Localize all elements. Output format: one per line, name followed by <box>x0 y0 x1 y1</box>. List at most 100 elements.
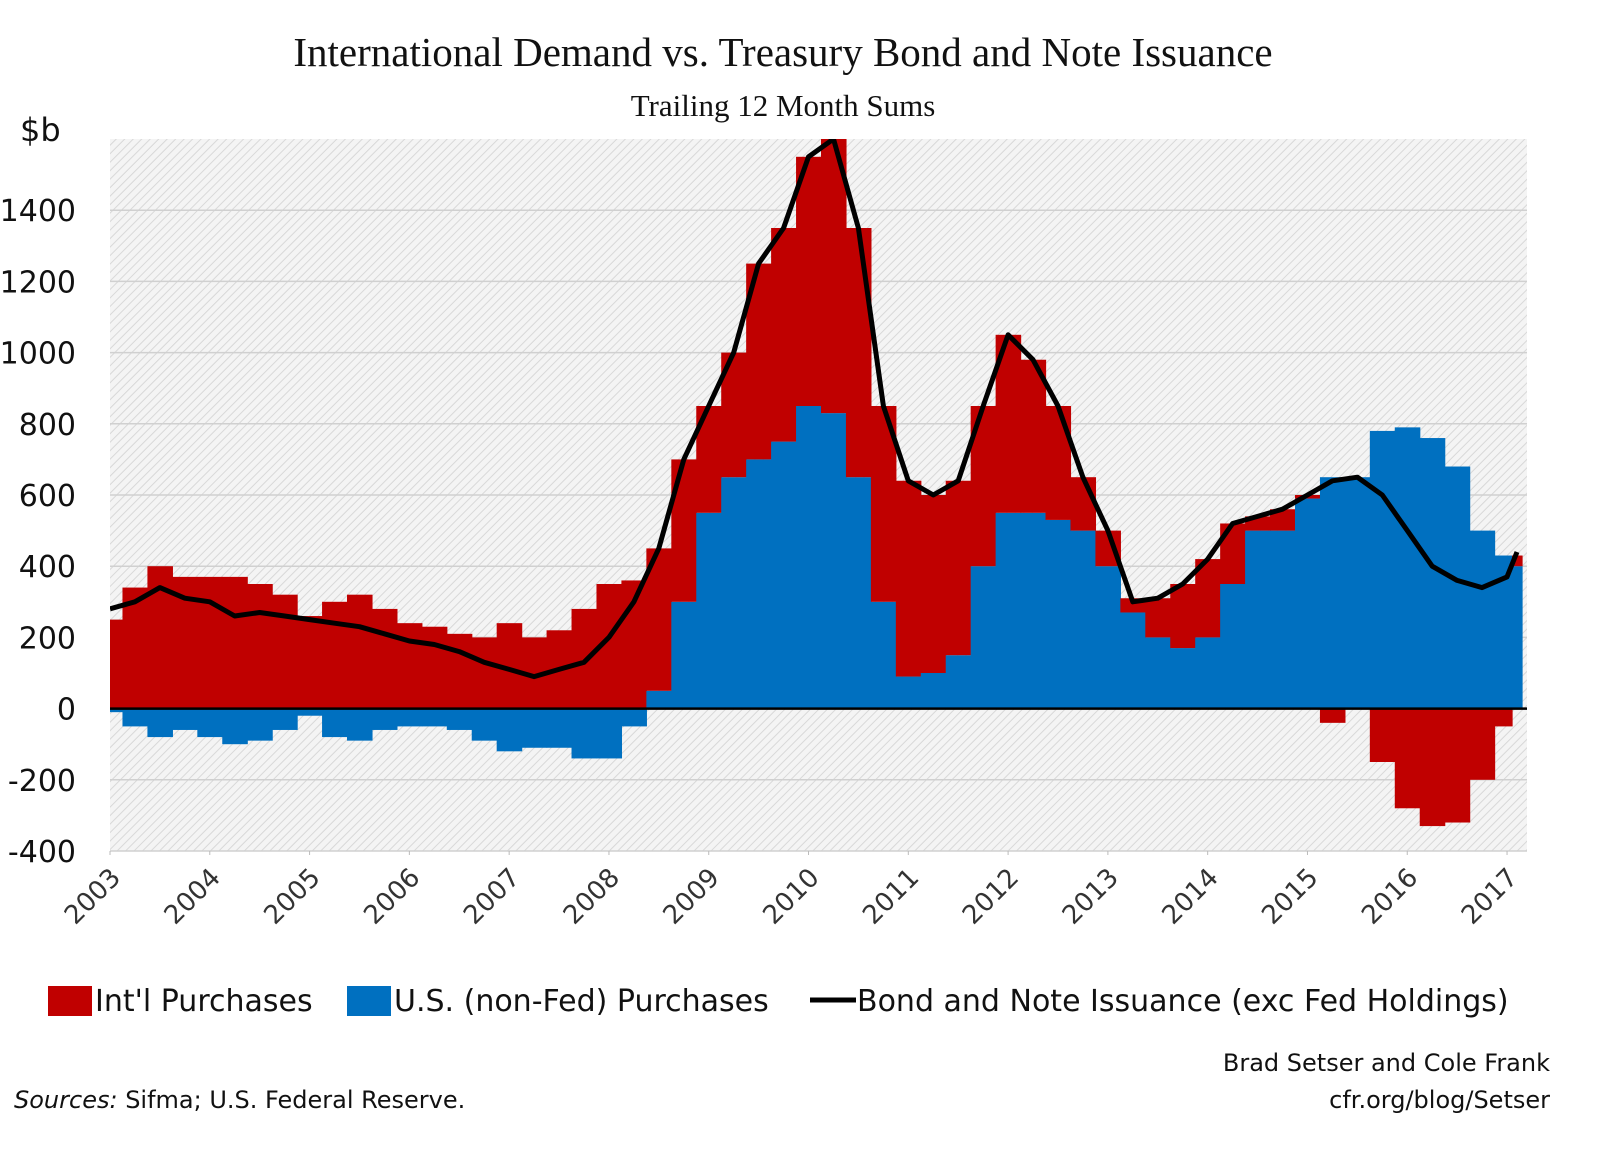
bar <box>197 708 223 738</box>
bar <box>1045 519 1072 709</box>
bar <box>521 708 548 748</box>
x-tick-label: 2013 <box>1057 863 1125 931</box>
bar <box>471 637 498 709</box>
chart-title: International Demand vs. Treasury Bond a… <box>293 29 1272 75</box>
y-tick-label: 400 <box>19 550 76 585</box>
line <box>110 139 1520 680</box>
bar <box>147 708 173 738</box>
bar <box>796 156 822 406</box>
bar <box>1319 708 1346 723</box>
x-tick-label: 2011 <box>857 863 925 931</box>
bar <box>322 708 348 738</box>
bar <box>421 708 448 727</box>
bar <box>1294 498 1321 709</box>
bar <box>346 708 373 741</box>
y-tick-label: 800 <box>19 408 76 443</box>
bar <box>1394 708 1421 809</box>
y-tick-label: -400 <box>8 835 76 870</box>
credit: Brad Setser and Cole Frank <box>1223 1049 1550 1077</box>
x-tick-label: 2005 <box>259 863 327 931</box>
bar <box>297 616 323 709</box>
credit: cfr.org/blog/Setser <box>1329 1086 1550 1114</box>
bar <box>297 708 323 716</box>
chart-subtitle: Trailing 12 Month Sums <box>631 88 936 123</box>
legend: Int'l Purchases U.S. (non-Fed) Purchases B… <box>48 984 1509 1019</box>
bar <box>771 441 797 709</box>
x-tick-label: 2016 <box>1356 863 1424 931</box>
bar <box>1220 584 1246 709</box>
bar <box>1145 598 1171 638</box>
bar <box>970 566 997 709</box>
bar <box>621 708 647 727</box>
bar <box>1070 477 1097 531</box>
x-tick-label: 2007 <box>458 863 526 931</box>
bar <box>110 708 124 713</box>
bar <box>421 626 448 709</box>
y-tick-label: 1400 <box>0 194 76 229</box>
x-tick-label: 2017 <box>1456 863 1524 931</box>
bar <box>546 708 573 748</box>
bar <box>945 655 972 709</box>
bar <box>110 619 124 709</box>
bar <box>571 708 598 759</box>
bar <box>1344 477 1371 709</box>
bar <box>1270 530 1296 709</box>
bar <box>1145 637 1171 709</box>
bar <box>471 708 498 741</box>
x-tick-label: 2014 <box>1157 863 1225 931</box>
bar <box>1095 566 1121 709</box>
y-tick-label: 1000 <box>0 337 76 372</box>
bar <box>1469 530 1496 709</box>
x-tick-label: 2015 <box>1256 863 1324 931</box>
y-tick-label: 200 <box>19 621 76 656</box>
x-tick-label: 2008 <box>558 863 626 931</box>
bar <box>920 673 947 709</box>
bar <box>122 708 149 727</box>
x-tick-label: 2009 <box>658 863 726 931</box>
bar <box>247 708 273 741</box>
bar <box>446 708 473 730</box>
bar <box>1045 406 1072 520</box>
bar <box>272 708 298 730</box>
bar <box>820 139 847 414</box>
bar <box>646 548 672 691</box>
bar <box>1120 612 1146 709</box>
bar <box>1195 637 1221 709</box>
bar <box>696 512 722 709</box>
bar <box>197 576 223 709</box>
bar <box>671 459 697 602</box>
bar <box>746 459 772 709</box>
bar <box>1270 509 1296 531</box>
bar <box>596 708 623 759</box>
bar <box>796 406 822 709</box>
legend-label: U.S. (non-Fed) Purchases <box>394 984 769 1019</box>
bar <box>396 708 423 727</box>
bar <box>895 480 922 677</box>
bar <box>995 512 1022 709</box>
source-text: Sifma; U.S. Federal Reserve. <box>125 1086 465 1114</box>
y-tick-label: -200 <box>8 764 76 799</box>
bar <box>1070 530 1097 709</box>
bar <box>845 477 872 709</box>
bar <box>721 477 747 709</box>
bar <box>371 708 398 730</box>
bar <box>496 708 523 752</box>
y-tick-label: 600 <box>19 479 76 514</box>
bar <box>346 594 373 709</box>
bar <box>920 495 947 673</box>
bar <box>1170 648 1196 709</box>
bar <box>222 708 248 745</box>
bar <box>1020 512 1047 709</box>
bar <box>371 608 398 709</box>
bar <box>771 228 797 442</box>
bar <box>1369 430 1396 709</box>
bar <box>222 576 248 709</box>
x-tick-label: 2004 <box>159 863 227 931</box>
bar <box>646 690 672 709</box>
bar <box>895 676 922 709</box>
bar <box>122 587 149 709</box>
bar <box>1195 559 1221 638</box>
bar <box>1394 427 1421 709</box>
bar <box>845 228 872 478</box>
bar <box>820 413 847 709</box>
